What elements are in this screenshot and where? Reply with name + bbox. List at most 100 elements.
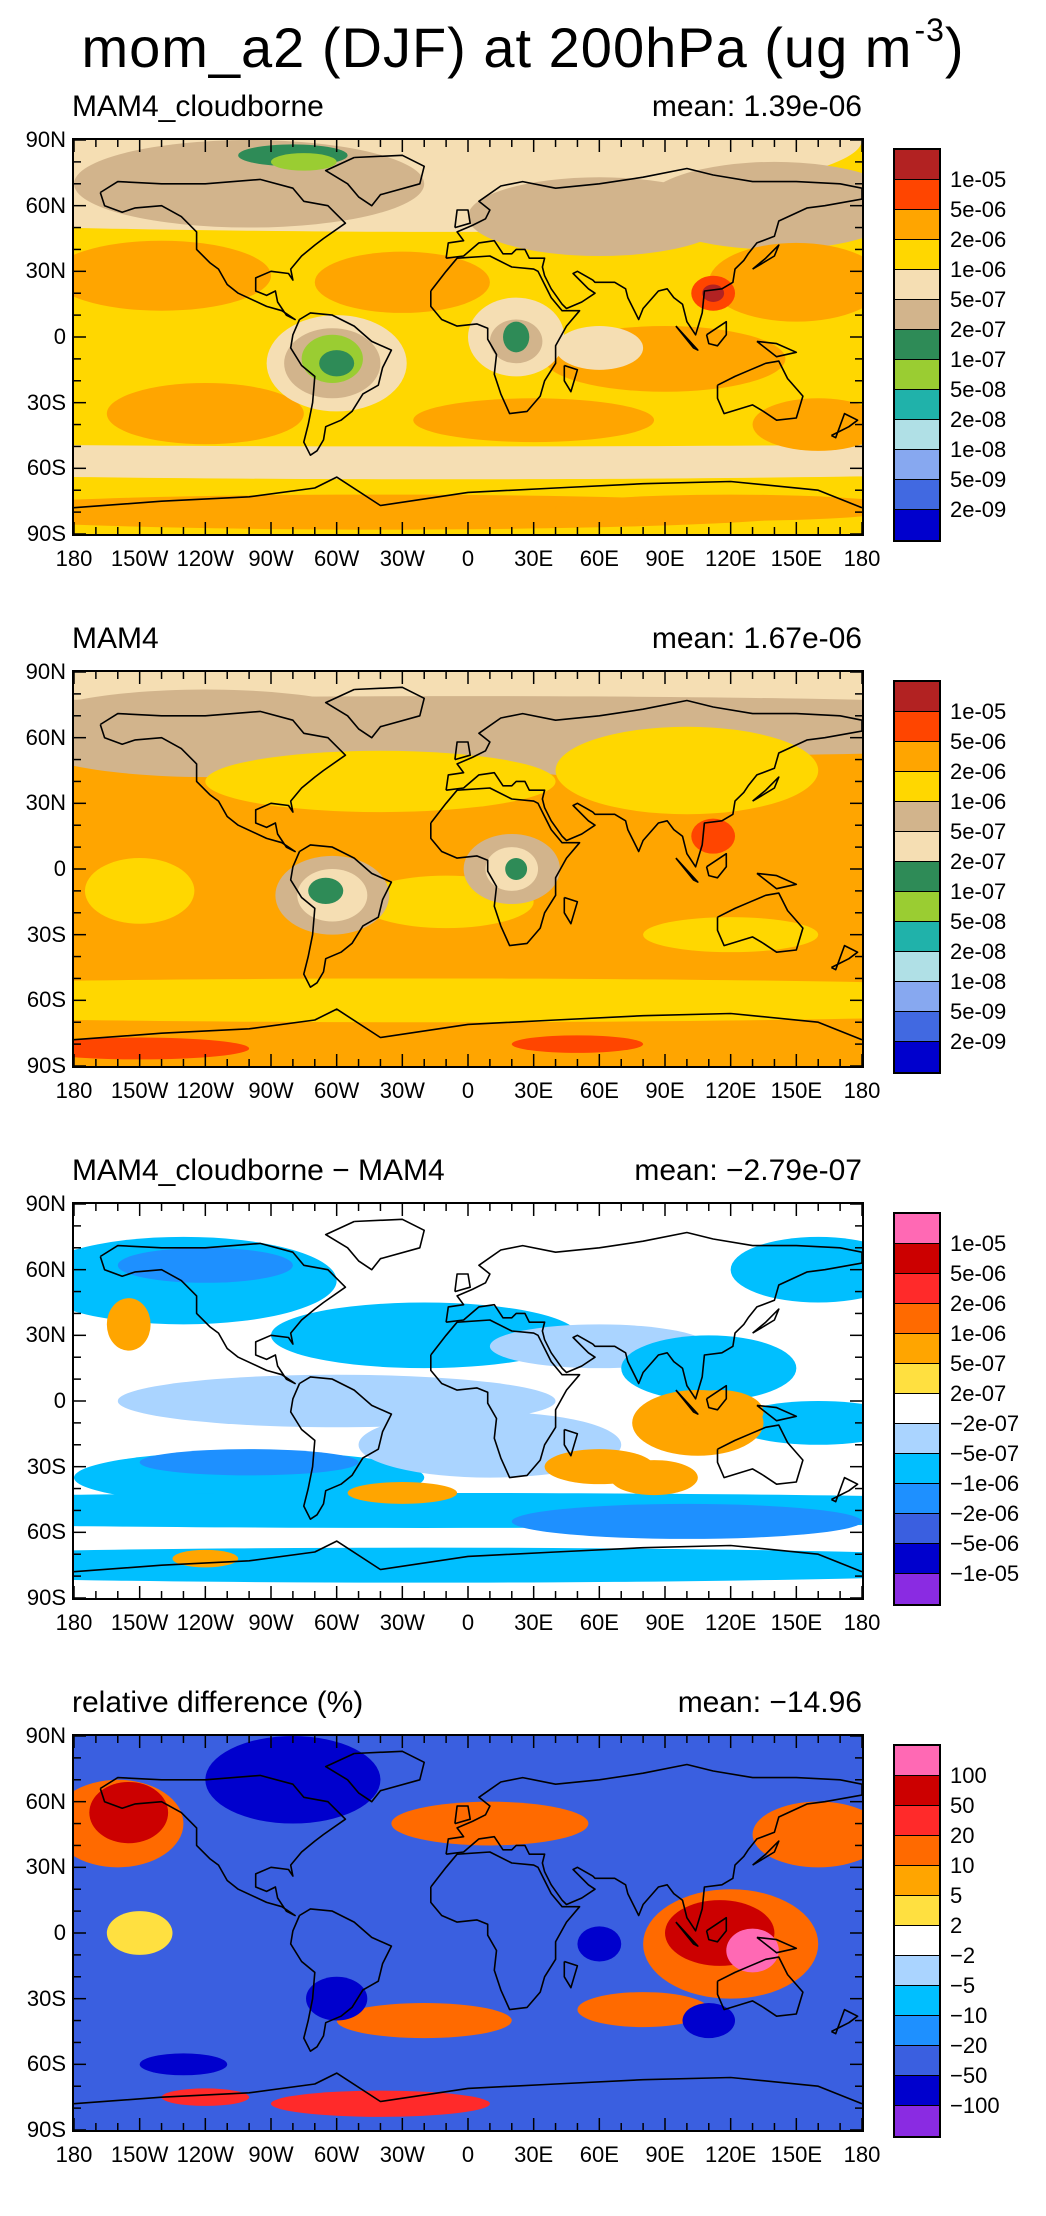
lon-tick-label: 30E — [514, 546, 554, 571]
lat-tick-label: 90S — [26, 521, 66, 546]
colorbar-label: 5e-08 — [950, 377, 1007, 402]
colorbar-swatch — [895, 330, 939, 360]
colorbar-swatch — [895, 2016, 939, 2046]
field-contour — [691, 818, 736, 854]
colorbar-label: 2e-07 — [950, 1381, 1007, 1406]
colorbar — [893, 1212, 941, 1606]
colorbar-swatch — [895, 480, 939, 510]
field-contour — [702, 284, 725, 302]
colorbar-swatch — [895, 772, 939, 802]
colorbar-swatch — [895, 510, 939, 540]
coastline — [756, 1404, 798, 1422]
lat-tick-label: 60S — [26, 987, 66, 1013]
lon-tick-label: 180 — [55, 1078, 93, 1103]
coastline — [705, 1916, 728, 1943]
colorbar-swatch — [895, 1986, 939, 2016]
map-plot-area — [72, 138, 864, 536]
field-contour — [505, 858, 528, 880]
coastline — [752, 1308, 780, 1334]
lon-tick-label: 120E — [704, 546, 757, 571]
coastline — [445, 699, 862, 868]
colorbar-label: 50 — [950, 1793, 975, 1818]
field-contour — [117, 1247, 293, 1283]
panel-mean: mean: 1.67e-06 — [651, 622, 862, 655]
lon-tick-label: 180 — [843, 1078, 881, 1103]
field-contour — [308, 877, 344, 905]
colorbar-label: 5e-06 — [950, 197, 1007, 222]
lon-tick-label: 150E — [770, 1078, 823, 1103]
field-contour — [413, 398, 655, 443]
coastline — [563, 1960, 579, 1989]
map-plot-area — [72, 670, 864, 1068]
colorbar-swatch — [895, 1012, 939, 1042]
coastline — [74, 1008, 862, 1041]
lon-tick-label: 90E — [645, 546, 685, 571]
lat-tick-label: 60N — [25, 1788, 66, 1814]
colorbar-swatch — [895, 1424, 939, 1454]
colorbar-label: −5e-07 — [950, 1441, 1020, 1466]
lon-tick-label: 30E — [514, 1610, 554, 1635]
lat-tick-label: 90S — [26, 1053, 66, 1078]
lon-tick-label: 30E — [514, 2142, 554, 2167]
colorbar-swatch — [895, 1806, 939, 1836]
coastline — [429, 1851, 581, 2011]
lat-tick-label: 30S — [26, 1985, 66, 2011]
coastline — [716, 360, 804, 422]
colorbar-label: 5 — [950, 1883, 963, 1908]
field-contour — [139, 2053, 228, 2076]
colorbar-swatch — [895, 2076, 939, 2106]
field-contour — [271, 153, 337, 171]
colorbar-label: −5e-06 — [950, 1531, 1020, 1556]
colorbar-swatch — [895, 2106, 939, 2136]
colorbar-label: 1e-05 — [950, 1231, 1007, 1256]
figure-title-text: mom_a2 (DJF) at 200hPa (ug m — [81, 16, 913, 79]
field-contour — [621, 1335, 797, 1401]
colorbar-label: 100 — [950, 1763, 987, 1788]
map-panel-4: relative difference (%) mean: −14.96 90N 60… — [0, 1676, 1046, 2216]
colorbar-swatch — [895, 360, 939, 390]
field-contour — [708, 242, 862, 322]
colorbar-swatch — [895, 1244, 939, 1274]
lon-tick-label: 30W — [379, 1610, 425, 1635]
colorbar — [893, 148, 941, 542]
field-contour — [336, 2003, 512, 2039]
colorbar-swatch — [895, 1896, 939, 1926]
lon-tick-label: 30W — [379, 2142, 425, 2167]
colorbar-label: −100 — [950, 2093, 1000, 2118]
colorbar-swatch — [895, 150, 939, 180]
coastline — [74, 476, 862, 509]
lon-tick-label: 60E — [579, 1610, 619, 1635]
field-contour — [577, 1992, 709, 2028]
colorbar-label: −5 — [950, 1973, 976, 1998]
field-contour — [503, 321, 530, 353]
coastline — [445, 1231, 862, 1400]
lat-tick-label: 30N — [25, 258, 66, 284]
coastline — [716, 1956, 804, 2018]
field-contour — [74, 1037, 250, 1060]
coastline — [752, 776, 780, 802]
colorbar-swatch — [895, 270, 939, 300]
colorbar-label: 1e-08 — [950, 969, 1007, 994]
field-contour — [106, 382, 304, 445]
colorbar-swatch — [895, 420, 939, 450]
lon-tick-label: 0 — [461, 1610, 475, 1635]
coastline — [705, 1384, 728, 1411]
lon-tick-label: 180 — [55, 546, 93, 571]
panel-title: relative difference (%) — [72, 1686, 364, 1719]
colorbar-swatch — [895, 240, 939, 270]
colorbar-label: 5e-07 — [950, 287, 1007, 312]
map-plot-area — [72, 1202, 864, 1600]
coastline — [675, 325, 699, 351]
lon-tick-label: 150W — [110, 1610, 169, 1635]
colorbar-label: −2e-07 — [950, 1411, 1020, 1436]
coastline — [99, 1242, 347, 1385]
colorbar-label: 2e-06 — [950, 227, 1007, 252]
coastline — [831, 944, 859, 971]
lat-tick-label: 30N — [25, 1854, 66, 1880]
coastline — [99, 1774, 347, 1917]
contour-map — [74, 672, 862, 1066]
field-contour — [172, 1549, 239, 1568]
lon-tick-label: 180 — [843, 2142, 881, 2167]
lon-tick-label: 120W — [176, 2142, 235, 2167]
lon-tick-label: 120W — [176, 1078, 235, 1103]
